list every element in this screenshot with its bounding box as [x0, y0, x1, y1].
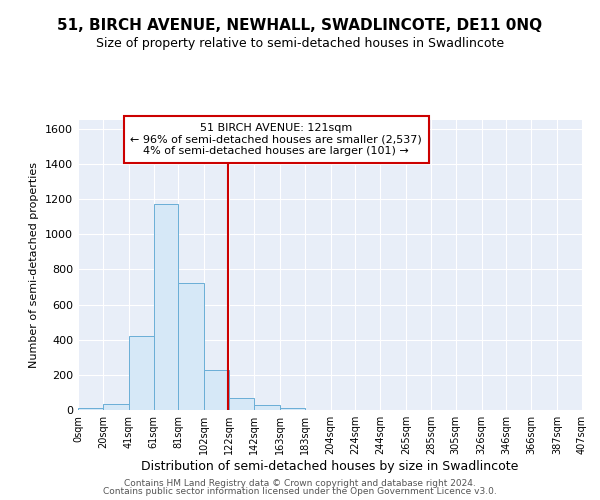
Bar — [254, 404, 280, 410]
Bar — [154, 204, 178, 410]
Text: Contains public sector information licensed under the Open Government Licence v3: Contains public sector information licen… — [103, 487, 497, 496]
Bar — [178, 284, 205, 410]
Text: Contains HM Land Registry data © Crown copyright and database right 2024.: Contains HM Land Registry data © Crown c… — [124, 478, 476, 488]
Bar — [229, 398, 254, 410]
Text: Size of property relative to semi-detached houses in Swadlincote: Size of property relative to semi-detach… — [96, 38, 504, 51]
Y-axis label: Number of semi-detached properties: Number of semi-detached properties — [29, 162, 40, 368]
Text: 51 BIRCH AVENUE: 121sqm
← 96% of semi-detached houses are smaller (2,537)
4% of : 51 BIRCH AVENUE: 121sqm ← 96% of semi-de… — [130, 122, 422, 156]
Bar — [280, 408, 305, 410]
Text: 51, BIRCH AVENUE, NEWHALL, SWADLINCOTE, DE11 0NQ: 51, BIRCH AVENUE, NEWHALL, SWADLINCOTE, … — [58, 18, 542, 32]
Bar — [205, 370, 229, 410]
Bar — [78, 408, 103, 410]
Bar — [103, 404, 129, 410]
X-axis label: Distribution of semi-detached houses by size in Swadlincote: Distribution of semi-detached houses by … — [142, 460, 518, 473]
Bar — [129, 336, 154, 410]
